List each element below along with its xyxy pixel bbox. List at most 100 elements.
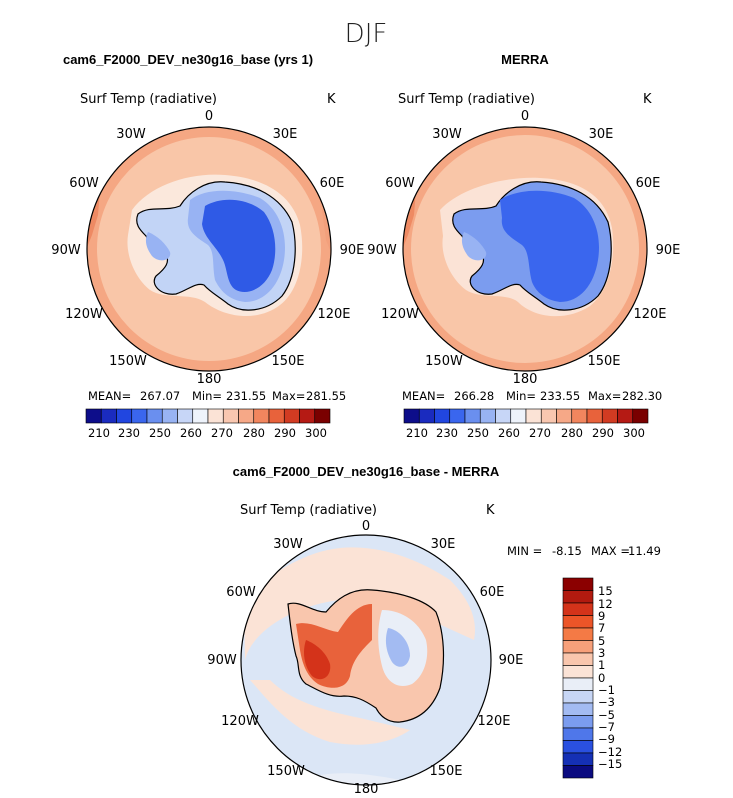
cbar-tick-label: 270 [211,426,233,440]
colorbar-swatch [299,408,316,424]
lon-label-90w: 90W [51,243,81,258]
lon-label-150e: 150E [429,764,462,779]
panel-merra-colorbar [403,408,649,424]
colorbar-swatch [562,727,594,741]
panel-model-map-border [86,126,332,372]
cbar-tick-label: 250 [149,426,171,440]
stat-min-label: Min= [506,389,536,403]
panel-diff-map-border [240,534,492,786]
stat-mean-value: 267.07 [140,389,180,403]
diff-min-value: -8.15 [552,544,582,558]
panel-merra-units: K [643,92,652,107]
colorbar-swatch [449,408,466,424]
panel-merra: MERRA Surf Temp (radiative) K 0 30E 60E … [367,52,680,440]
lon-label-150w: 150W [267,764,305,779]
peninsula-cold [145,232,171,261]
colorbar-swatch [418,408,435,424]
colorbar-swatch [464,408,481,424]
lon-label-90e: 90E [656,243,681,258]
lon-label-120w: 120W [65,307,103,322]
panel-diff-units: K [486,503,495,518]
lon-label-150w: 150W [109,354,147,369]
diff-max-value: 11.49 [628,544,661,558]
colorbar-swatch [161,408,178,424]
panel-model-units: K [327,92,336,107]
colorbar-swatch [85,408,102,424]
cbar-tick-label: 7 [598,621,605,635]
cbar-tick-label: −9 [598,732,615,746]
ice-sheet-core [500,190,599,302]
stat-min-label: Min= [192,389,222,403]
colorbar-swatch [562,715,594,729]
cbar-tick-label: 260 [180,426,202,440]
cbar-tick-label: 270 [529,426,551,440]
colorbar-swatch [116,408,133,424]
lon-label-30w: 30W [273,537,303,552]
colorbar-swatch [283,408,300,424]
lon-label-150e: 150E [587,354,620,369]
colorbar-swatch [562,652,594,666]
panel-model: cam6_F2000_DEV_ne30g16_base (yrs 1) Surf… [51,52,364,440]
colorbar-swatch [562,765,594,779]
cbar-tick-label: 5 [598,634,605,648]
lon-label-0: 0 [362,519,370,534]
colorbar-swatch [571,408,588,424]
colorbar-swatch [495,408,512,424]
colorbar-swatch [632,408,649,424]
panel-model-colorbar [85,408,331,424]
colorbar-swatch [238,408,255,424]
lon-label-30w: 30W [432,127,462,142]
colorbar-swatch [540,408,557,424]
colorbar-swatch [562,577,594,591]
lon-label-30e: 30E [431,537,456,552]
lon-label-180: 180 [354,782,379,797]
lon-label-60w: 60W [385,176,415,191]
cbar-tick-label: 300 [623,426,645,440]
lon-label-120e: 120E [317,307,350,322]
colorbar-swatch [314,408,331,424]
cbar-tick-label: −1 [598,683,615,697]
cbar-tick-label: 280 [243,426,265,440]
panel-diff-map [241,535,491,785]
panel-model-colorbar-labels: 210 230 250 260 270 280 290 300 [88,426,327,440]
cbar-tick-label: 0 [598,671,605,685]
stat-min-value: 233.55 [540,389,580,403]
colorbar-swatch [177,408,194,424]
colorbar-swatch [434,408,451,424]
colorbar-swatch [562,752,594,766]
diff-warm-patch-south [250,680,410,745]
panel-model-stats: MEAN= 267.07 Min= 231.55 Max= 281.55 [88,389,346,403]
panel-merra-field-label: Surf Temp (radiative) [398,92,535,107]
panel-merra-stats: MEAN= 266.28 Min= 233.55 Max= 282.30 [402,389,662,403]
colorbar-swatch [562,627,594,641]
lon-label-90e: 90E [499,653,524,668]
cbar-tick-label: 230 [118,426,140,440]
panel-model-field-label: Surf Temp (radiative) [80,92,217,107]
colorbar-swatch [192,408,209,424]
stat-mean-label: MEAN= [402,389,445,403]
cbar-tick-label: −12 [598,745,622,759]
lon-label-180: 180 [197,372,222,387]
stat-max-value: 281.55 [306,389,346,403]
panel-merra-map [403,127,647,371]
panel-merra-colorbar-labels: 210 230 250 260 270 280 290 300 [406,426,645,440]
colorbar-swatch [207,408,224,424]
stat-mean-value: 266.28 [454,389,494,403]
cbar-tick-label: 230 [436,426,458,440]
season-title: DJF [345,19,388,49]
cbar-tick-label: 290 [592,426,614,440]
lon-label-120e: 120E [477,714,510,729]
colorbar-swatch [562,702,594,716]
colorbar-swatch [562,690,594,704]
lon-label-60w: 60W [69,176,99,191]
panel-diff-colorbar [562,577,594,779]
cbar-tick-label: 290 [274,426,296,440]
colorbar-swatch [562,615,594,629]
diff-max-label: MAX = [591,544,630,558]
panel-model-map [87,127,331,371]
diff-cool-east [385,628,410,667]
panel-diff-minmax: MIN = -8.15 MAX = 11.49 [507,544,661,558]
stat-min-value: 231.55 [226,389,266,403]
cbar-tick-label: −5 [598,708,615,722]
lon-label-90w: 90W [367,243,397,258]
